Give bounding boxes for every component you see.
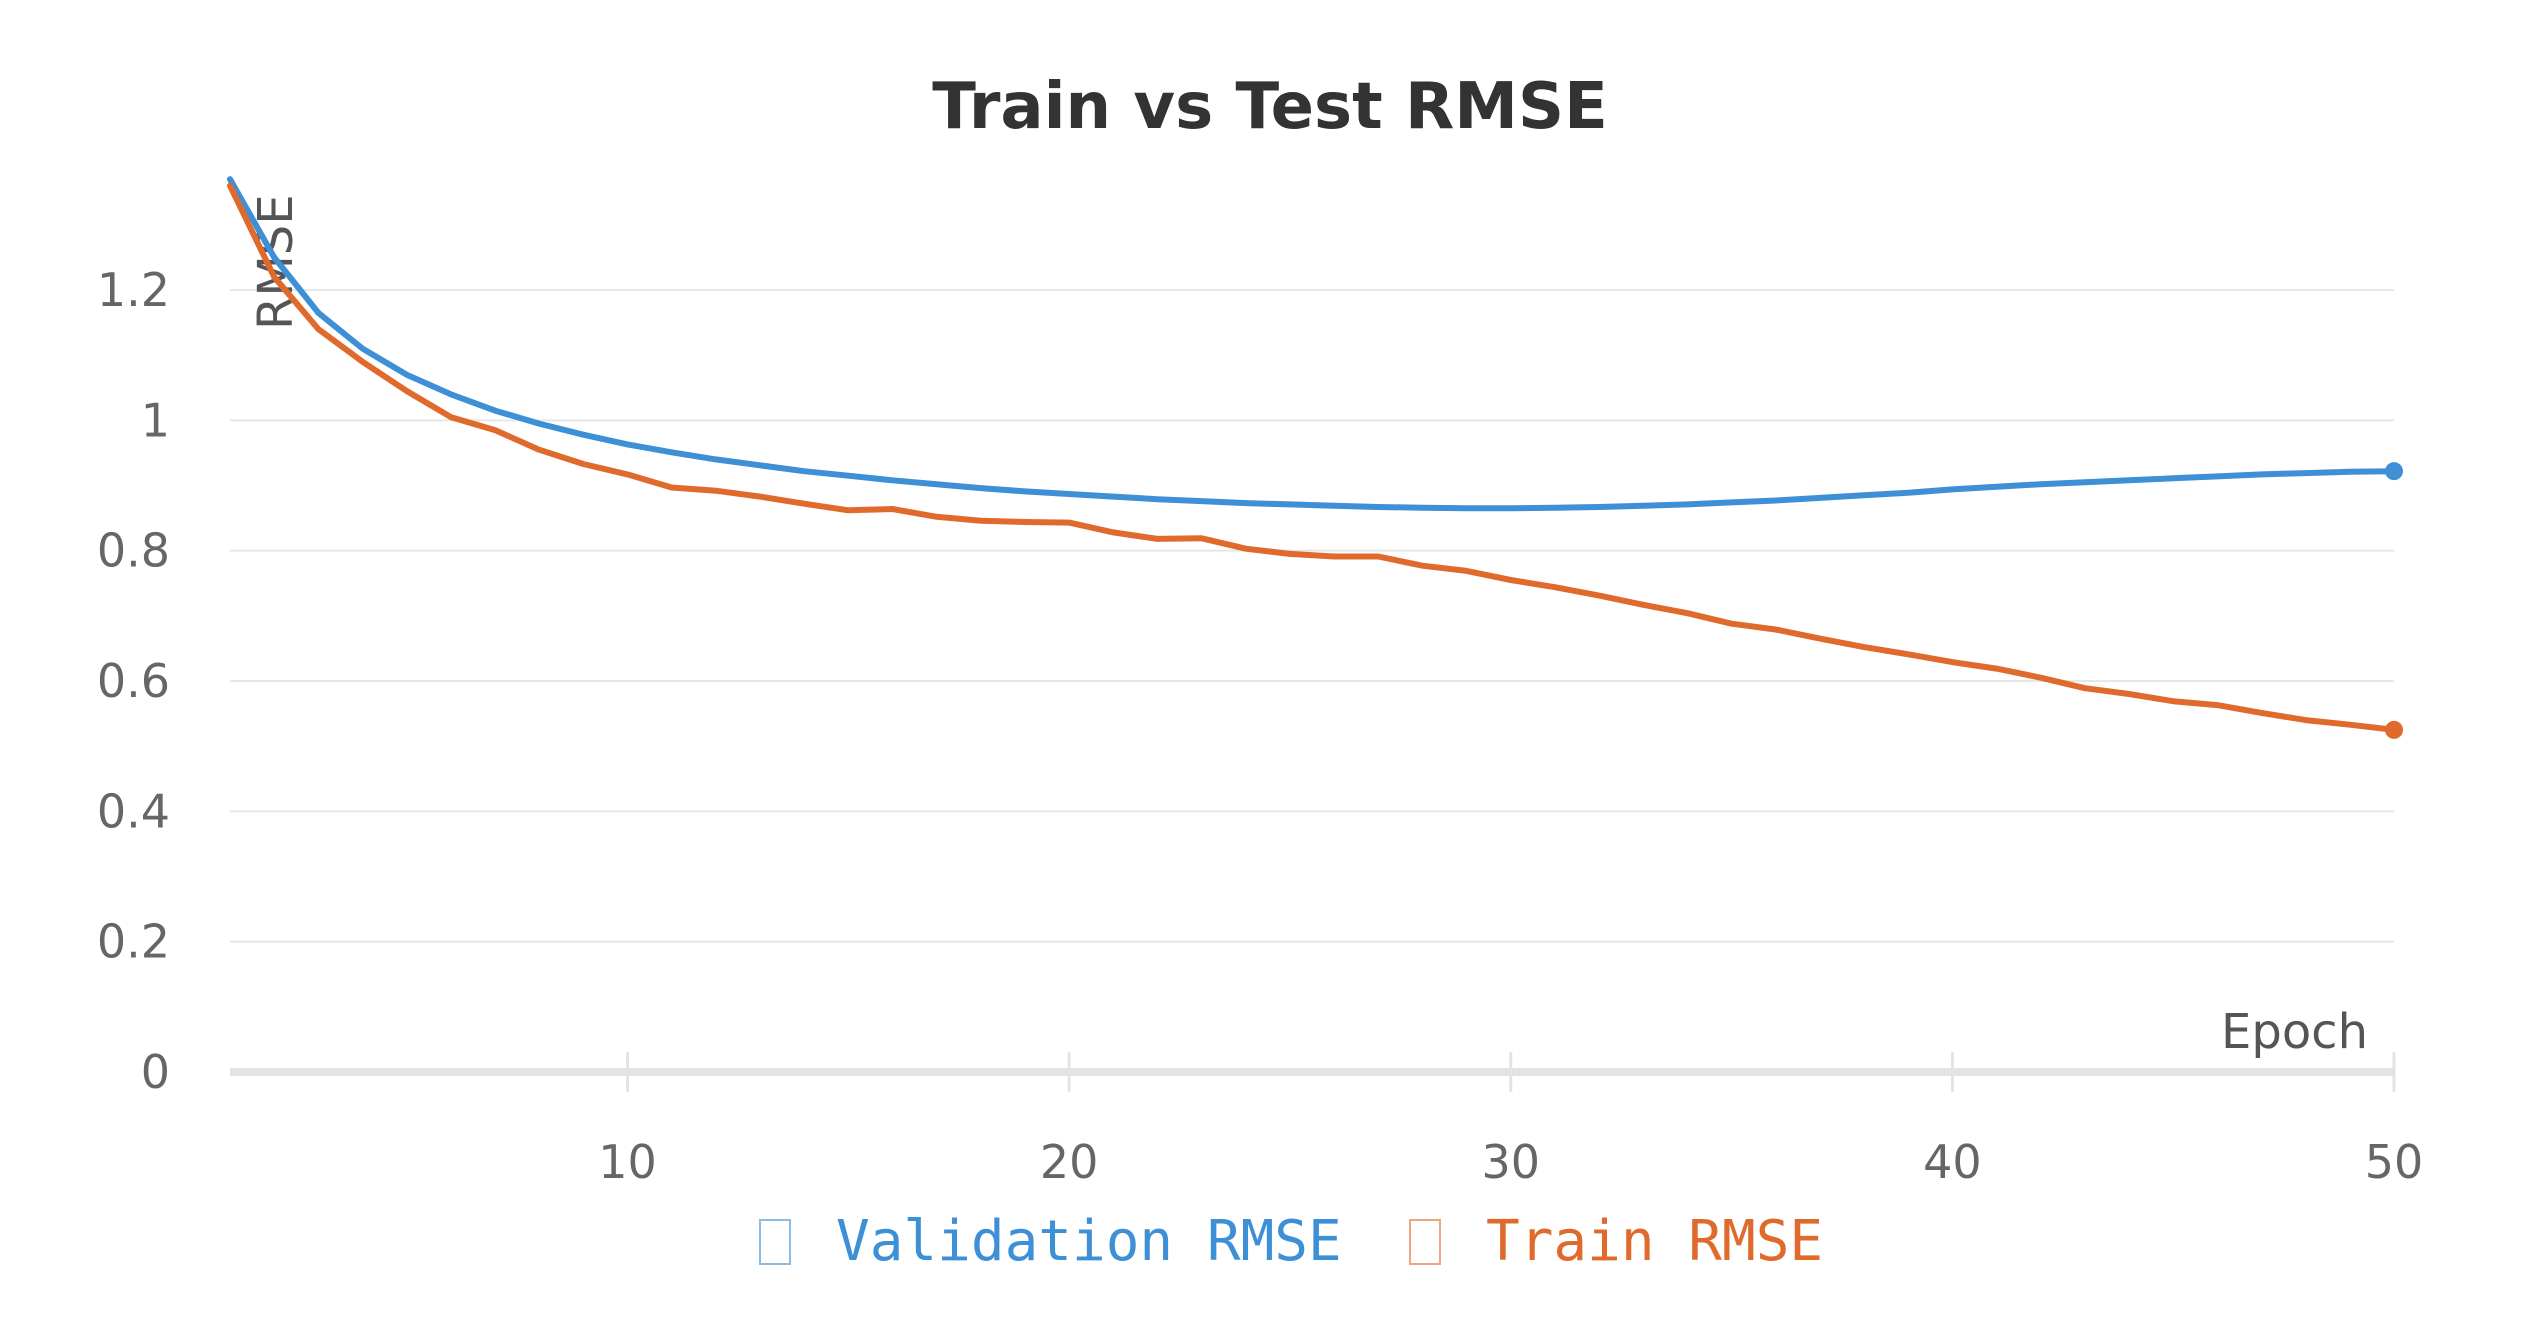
legend-item-train[interactable]: Train RMSE: [1409, 1209, 1823, 1274]
legend-item-validation[interactable]: Validation RMSE: [759, 1209, 1342, 1274]
series-end-point: [2385, 720, 2403, 739]
y-tick-label: 0.2: [97, 915, 170, 969]
series-end-point: [2385, 462, 2403, 481]
legend-swatch: [759, 1219, 791, 1265]
x-tick-label: 50: [2365, 1135, 2424, 1189]
y-tick-label: 0.6: [97, 654, 170, 708]
y-tick-label: 1: [141, 393, 170, 447]
x-tick-label: 20: [1040, 1135, 1099, 1189]
legend-swatch: [1409, 1219, 1441, 1265]
y-tick-label: 1.2: [97, 263, 170, 317]
legend[interactable]: Validation RMSE Train RMSE: [759, 1209, 1823, 1274]
series-line-train: [227, 182, 2397, 733]
y-tick-label: 0.4: [97, 784, 170, 838]
y-axis-ticks: 0 0.2 0.4 0.6 0.8 1 1.2: [97, 263, 170, 1099]
x-tick-label: 30: [1481, 1135, 1540, 1189]
x-axis-ticks: 10 20 30 40 50: [598, 1052, 2423, 1189]
series-line-validation: [227, 176, 2397, 512]
y-tick-label: 0.8: [97, 524, 170, 578]
grid-lines: [230, 289, 2394, 943]
y-tick-label: 0: [141, 1045, 170, 1099]
legend-label: Train RMSE: [1486, 1209, 1823, 1274]
x-tick-label: 40: [1923, 1135, 1982, 1189]
x-axis-label: Epoch: [2221, 1004, 2368, 1060]
series-lines: [227, 176, 2403, 739]
x-tick-label: 10: [598, 1135, 657, 1189]
legend-label: Validation RMSE: [836, 1209, 1342, 1274]
chart-title: Train vs Test RMSE: [932, 70, 1608, 144]
